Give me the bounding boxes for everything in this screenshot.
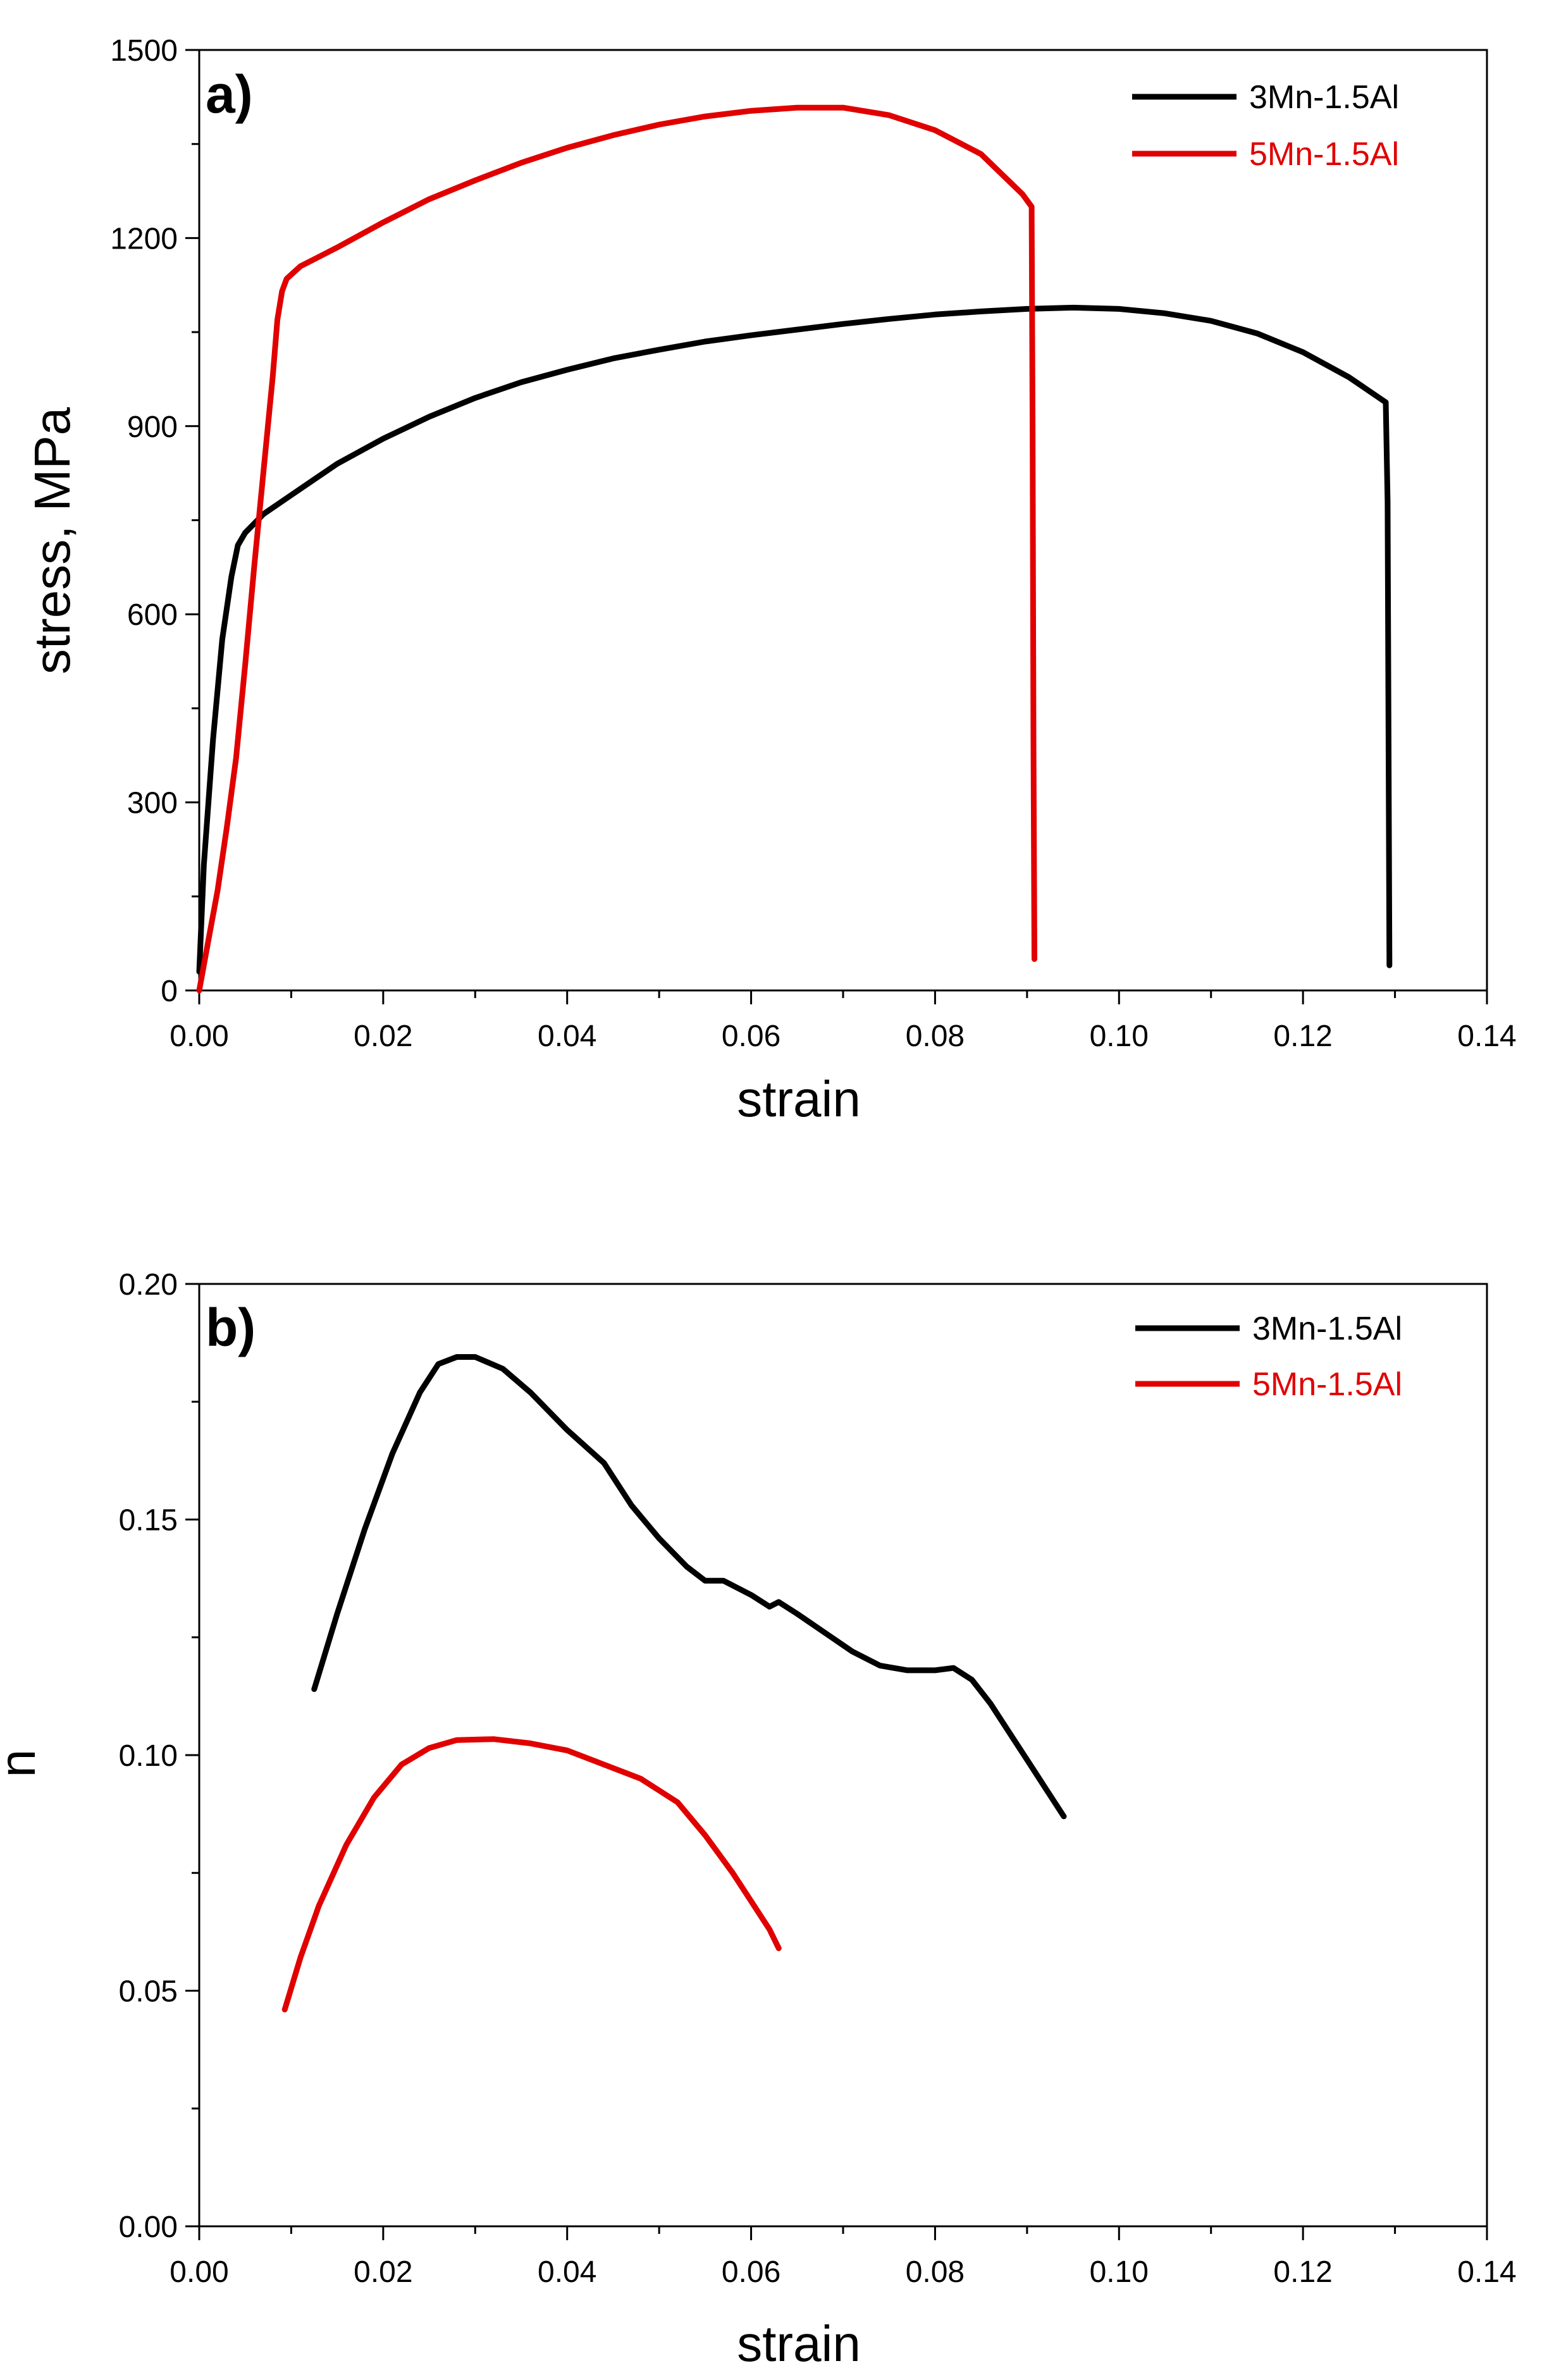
series-line-3mn-1.5al [311, 1354, 1067, 1820]
panel-b-series [281, 1354, 1067, 2013]
panel-a-legend-label-3mn: 3Mn-1.5Al [1249, 79, 1399, 116]
x-tick-label: 0.02 [354, 2255, 412, 2289]
y-tick-label: 0.20 [119, 1268, 178, 1302]
panel-b-x-ticks: 0.00 0.02 0.04 0.06 0.08 0.10 0.12 0.14 [170, 2226, 1517, 2289]
panel-a-series [196, 104, 1393, 994]
panel-b-y-ticks: 0.00 0.05 0.10 0.15 0.20 [119, 1268, 199, 2244]
panel-b-legend-label-5mn: 5Mn-1.5Al [1252, 1366, 1402, 1403]
panel-b-plot-frame [198, 1283, 1488, 2228]
series-line-5mn-1.5al [196, 104, 1037, 994]
panel-a-stress-strain: 0.00 0.02 0.04 0.06 0.08 0.10 0.12 0.14 0 300 600… [24, 34, 1517, 1127]
panel-b-legend: 3Mn-1.5Al 5Mn-1.5Al [1135, 1310, 1402, 1403]
x-tick-label: 0.12 [1273, 1020, 1332, 1053]
panel-a-y-ticks: 0 300 600 900 1200 1500 [110, 34, 199, 1008]
x-tick-label: 0.12 [1273, 2255, 1332, 2289]
panel-a-label: a) [206, 65, 253, 124]
panel-b-x-axis-label: strain [737, 2315, 861, 2372]
x-tick-label: 0.00 [170, 1020, 228, 1053]
panel-a-x-axis-label: strain [737, 1071, 861, 1127]
y-tick-label: 0.05 [119, 1975, 178, 2009]
x-tick-label: 0.14 [1457, 2255, 1516, 2289]
panel-a-legend: 3Mn-1.5Al 5Mn-1.5Al [1132, 79, 1399, 173]
panel-b-n-strain: 0.00 0.02 0.04 0.06 0.08 0.10 0.12 0.14 0.000.0… [0, 1268, 1517, 2372]
panel-a-y-axis-label: stress, MPa [24, 407, 80, 674]
panel-a-plot-frame [198, 49, 1488, 992]
y-tick-label: 600 [127, 598, 178, 632]
x-tick-label: 0.06 [722, 2255, 780, 2289]
panel-b-y-axis-label: n [0, 1749, 46, 1778]
x-tick-label: 0.10 [1090, 1020, 1149, 1053]
panel-a-legend-label-5mn: 5Mn-1.5Al [1249, 136, 1399, 173]
panel-a-x-ticks: 0.00 0.02 0.04 0.06 0.08 0.10 0.12 0.14 [170, 990, 1517, 1053]
x-tick-label: 0.06 [722, 1020, 780, 1053]
panel-b-label: b) [206, 1298, 256, 1357]
x-tick-label: 0.08 [906, 2255, 965, 2289]
x-tick-label: 0.14 [1457, 1020, 1516, 1053]
y-tick-label: 0 [161, 975, 178, 1008]
y-tick-label: 0.10 [119, 1739, 178, 1773]
x-tick-label: 0.08 [906, 1020, 965, 1053]
x-tick-label: 0.04 [538, 2255, 596, 2289]
x-tick-label: 0.04 [538, 1020, 596, 1053]
y-tick-label: 900 [127, 410, 178, 444]
panel-b-legend-label-3mn: 3Mn-1.5Al [1252, 1310, 1402, 1347]
x-tick-label: 0.00 [170, 2255, 228, 2289]
y-tick-label: 1200 [110, 222, 178, 256]
x-tick-label: 0.10 [1090, 2255, 1149, 2289]
y-tick-label: 0.15 [119, 1504, 178, 1538]
y-tick-label: 1500 [110, 34, 178, 68]
y-tick-label: 0.00 [119, 2210, 178, 2244]
y-tick-label: 300 [127, 787, 178, 820]
series-line-5mn-1.5al [281, 1736, 782, 2013]
x-tick-label: 0.02 [354, 1020, 412, 1053]
series-line-3mn-1.5al [196, 304, 1393, 975]
